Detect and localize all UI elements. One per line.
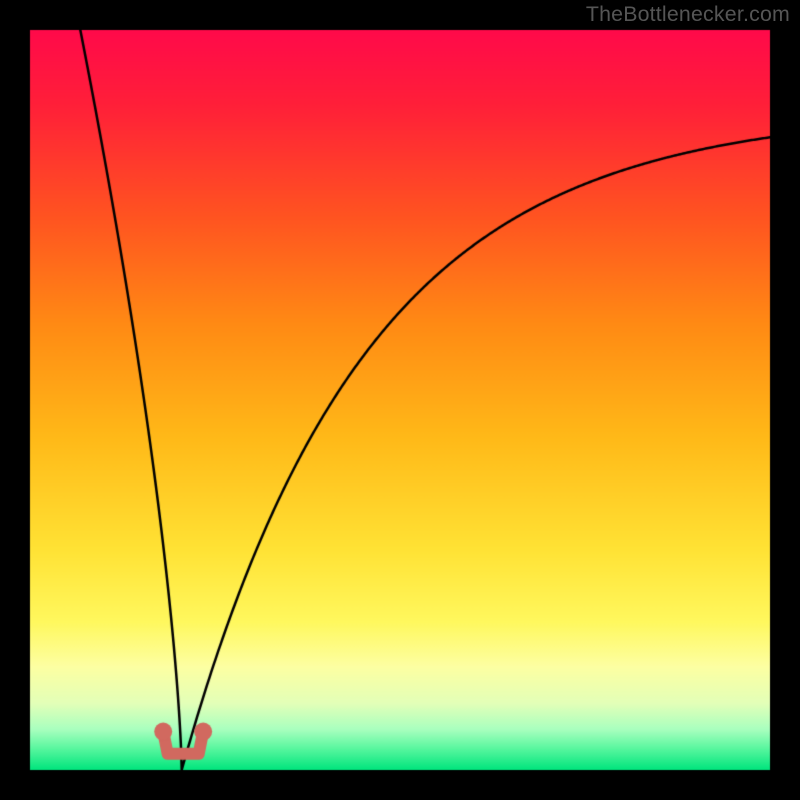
- watermark-text: TheBottlenecker.com: [586, 2, 790, 27]
- bottleneck-chart: [0, 0, 800, 800]
